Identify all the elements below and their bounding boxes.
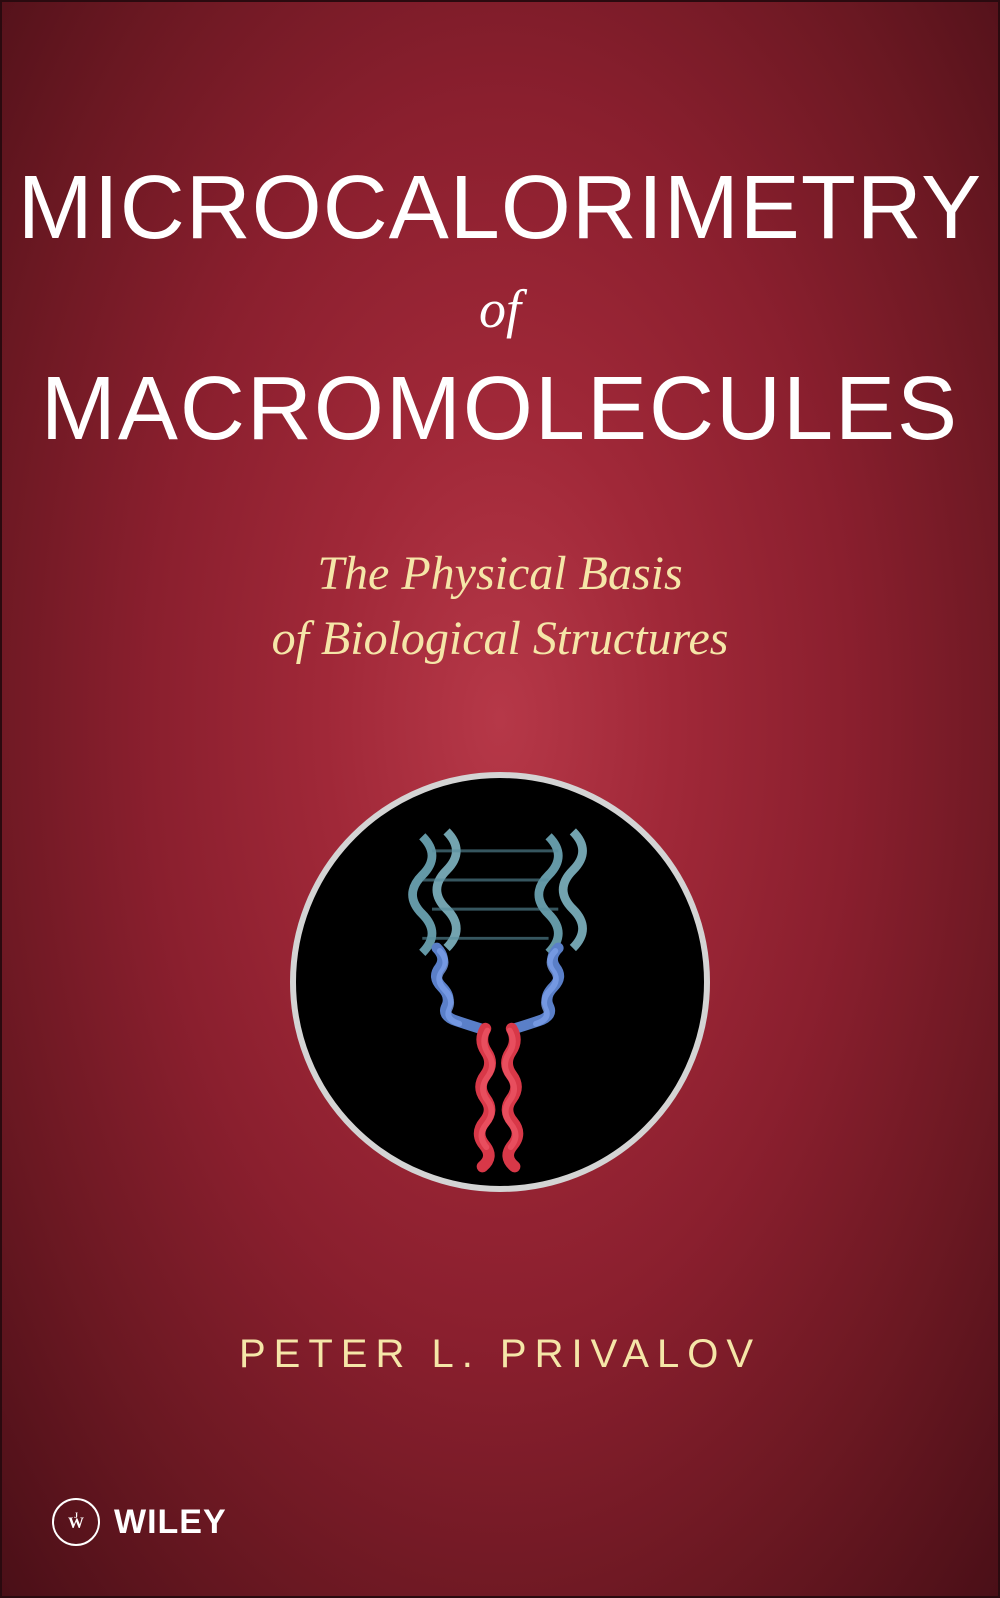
protein-blue-helices [436,948,559,1029]
title-line-2: MACROMOLECULES [2,358,998,461]
title-connector: of [2,278,998,340]
wiley-logo-svg: W J [58,1504,94,1540]
svg-text:J: J [74,1511,78,1520]
publisher-logo-icon: W J [52,1498,100,1546]
subtitle: The Physical Basis of Biological Structu… [2,542,998,672]
subtitle-line-2: of Biological Structures [2,607,998,672]
publisher-name: WILEY [114,1503,227,1542]
molecule-svg [296,778,704,1186]
subtitle-line-1: The Physical Basis [2,542,998,607]
author-name: PETER L. PRIVALOV [2,1332,998,1377]
molecule-illustration [290,772,710,1192]
title-block: MICROCALORIMETRY of MACROMOLECULES [2,157,998,461]
publisher-block: W J WILEY [52,1498,227,1546]
dna-helix [413,831,583,952]
book-cover: MICROCALORIMETRY of MACROMOLECULES The P… [0,0,1000,1598]
title-line-1: MICROCALORIMETRY [2,157,998,260]
protein-red-helices [480,1029,518,1167]
